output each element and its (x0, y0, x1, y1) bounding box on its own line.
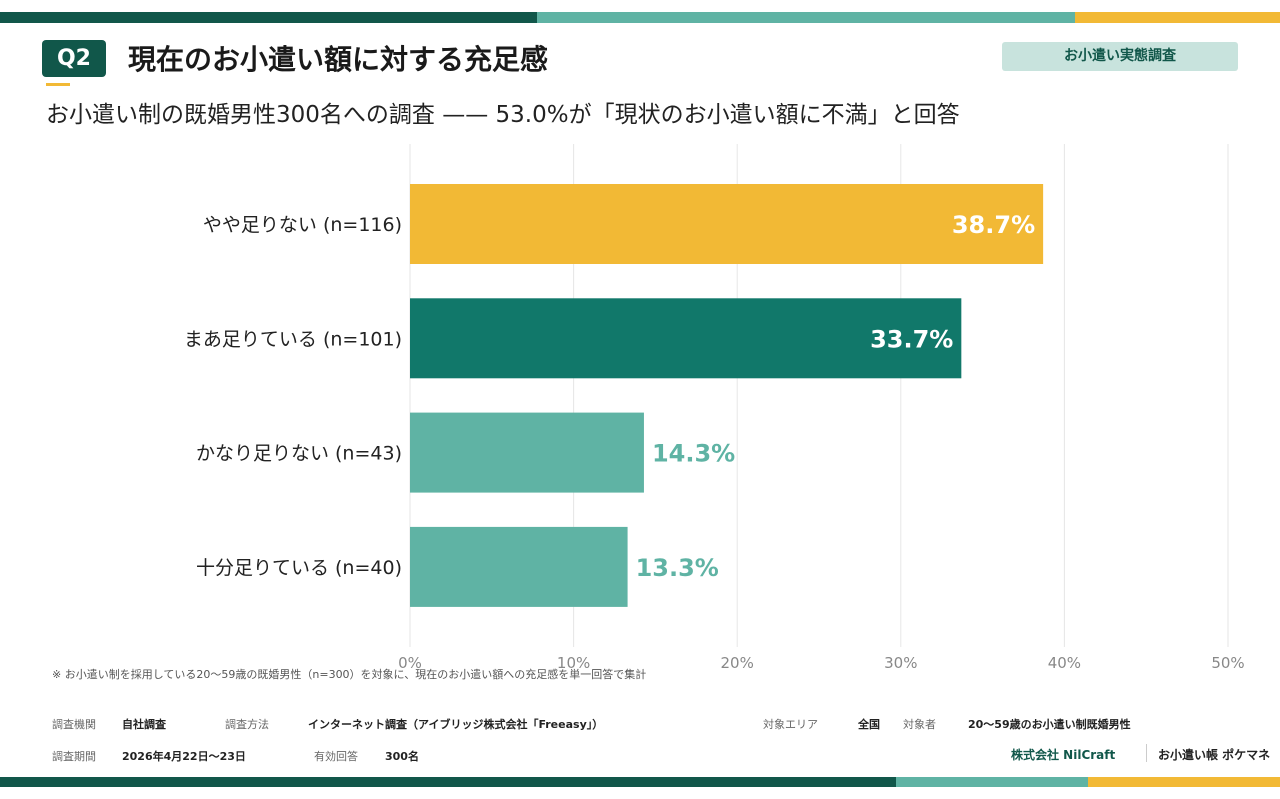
page-title: 現在のお小遣い額に対する充足感 (128, 43, 549, 76)
bar-chart: 0% 10% 20% 30% 40% 50% やや足りない (n=116) 38.7% まあ足り… (184, 144, 1245, 672)
x-tick-label: 40% (1048, 654, 1081, 672)
meta-area-value: 全国 (858, 718, 880, 731)
meta-period-value: 2026年4月22日〜23日 (122, 750, 246, 763)
category-label: まあ足りている (n=101) (184, 328, 402, 350)
question-badge: Q2 (42, 40, 106, 77)
bar (410, 412, 644, 493)
bar (410, 184, 1044, 264)
category-label: かなり足りない (n=43) (196, 443, 402, 465)
top-accent-bar (0, 12, 1280, 23)
badge-underline (46, 83, 70, 86)
x-tick-label: 30% (884, 654, 917, 672)
category-label: 十分足りている (n=40) (196, 557, 402, 579)
meta-org-value: 自社調査 (122, 718, 166, 731)
x-tick-label: 10% (557, 654, 590, 672)
footnote: ※ お小遣い制を採用している20〜59歳の既婚男性（n=300）を対象に、現在の… (52, 668, 647, 681)
meta-valid-value: 300名 (385, 750, 419, 763)
meta-area-label: 対象エリア (763, 718, 818, 731)
bar (410, 526, 628, 607)
app-name: お小遣い帳 ポケマネ (1158, 748, 1271, 762)
meta-period-label: 調査期間 (52, 750, 96, 763)
meta-target-label: 対象者 (903, 718, 936, 731)
x-tick-label: 20% (721, 654, 754, 672)
meta-method-value: インターネット調査（アイブリッジ株式会社「Freeasy」） (308, 718, 604, 731)
data-label: 33.7% (870, 325, 953, 353)
subtitle: お小遣い制の既婚男性300名への調査 —— 53.0%が「現状のお小遣い額に不満… (46, 102, 960, 128)
bar (410, 298, 962, 379)
bottom-accent-bar (0, 777, 1280, 787)
meta-valid-label: 有効回答 (314, 750, 358, 763)
data-label: 14.3% (652, 440, 735, 468)
data-label: 13.3% (636, 554, 719, 582)
meta-org-label: 調査機関 (52, 718, 96, 731)
data-label: 38.7% (952, 211, 1035, 239)
x-tick-label: 0% (398, 654, 422, 672)
category-label: やや足りない (n=116) (203, 214, 402, 236)
x-tick-label: 50% (1211, 654, 1244, 672)
footer-divider (1146, 744, 1147, 762)
meta-target-value: 20〜59歳のお小遣い制既婚男性 (968, 718, 1131, 731)
survey-tag: お小遣い実態調査 (1002, 42, 1238, 71)
company-name: 株式会社 NilCraft (1011, 748, 1116, 762)
meta-method-label: 調査方法 (225, 718, 269, 731)
